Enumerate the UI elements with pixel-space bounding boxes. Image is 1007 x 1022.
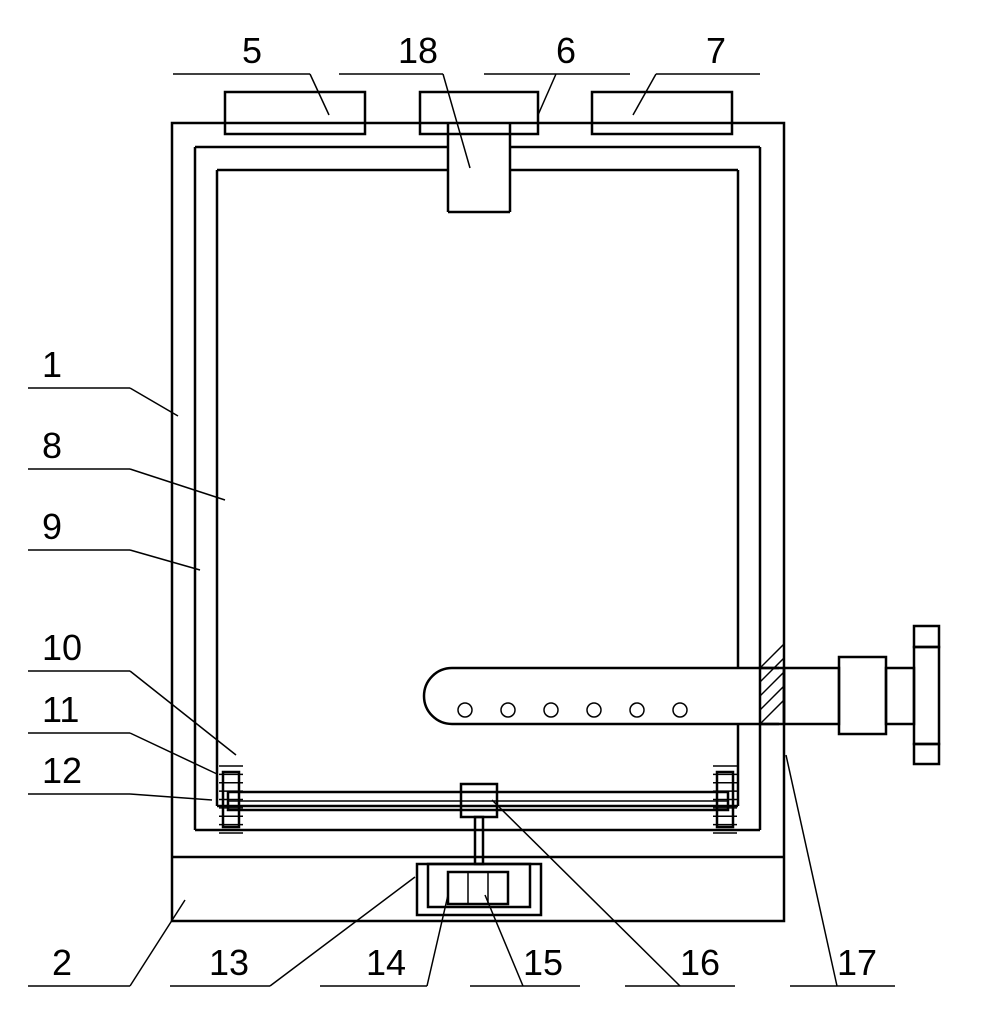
label-1: 1 xyxy=(42,344,62,385)
label-11: 11 xyxy=(42,689,79,730)
label-12: 12 xyxy=(42,750,82,791)
label-17: 17 xyxy=(837,942,877,983)
label-8: 8 xyxy=(42,425,62,466)
label-7: 7 xyxy=(706,30,726,71)
label-5: 5 xyxy=(242,30,262,71)
technical-diagram: 5186718910111221314151617 xyxy=(0,0,1007,1022)
label-16: 16 xyxy=(680,942,720,983)
label-18: 18 xyxy=(398,30,438,71)
label-14: 14 xyxy=(366,942,406,983)
label-6: 6 xyxy=(556,30,576,71)
label-13: 13 xyxy=(209,942,249,983)
label-10: 10 xyxy=(42,627,82,668)
label-9: 9 xyxy=(42,506,62,547)
label-2: 2 xyxy=(52,942,72,983)
label-15: 15 xyxy=(523,942,563,983)
